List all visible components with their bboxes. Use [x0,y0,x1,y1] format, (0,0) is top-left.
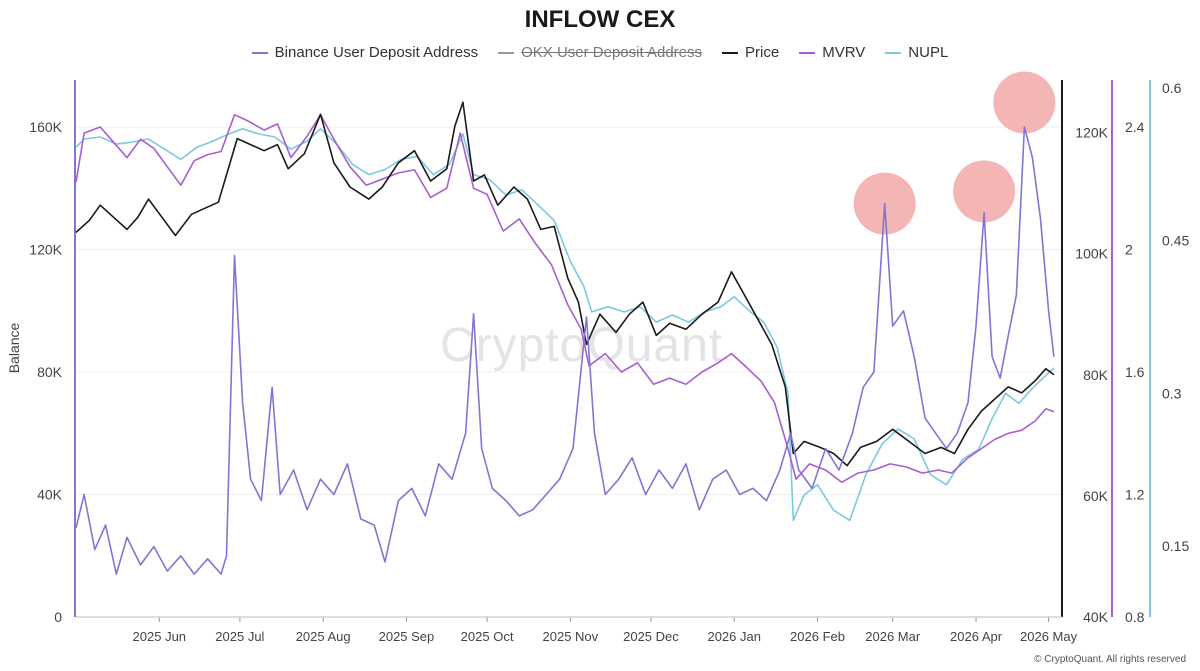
legend-swatch [722,51,739,54]
legend-item[interactable]: NUPL [885,44,948,61]
balance-tick-label: 160K [29,119,62,135]
legend-swatch [799,51,816,54]
highlight-circle [993,71,1056,134]
x-tick-label: 2025 Aug [296,629,351,644]
price-tick-label: 40K [1083,609,1109,625]
balance-tick-label: 120K [29,242,62,258]
y-axis-label: Balance [6,322,22,373]
mvrv-tick-label: 2.4 [1125,119,1145,135]
price-tick-label: 100K [1075,246,1108,262]
mvrv-tick-label: 0.8 [1125,609,1145,625]
legend-item[interactable]: Price [722,44,779,61]
price-tick-label: 120K [1075,125,1108,141]
legend-swatch [498,51,515,54]
legend-swatch [885,51,902,54]
x-tick-label: 2025 Sep [379,629,435,644]
legend-label: Price [745,44,780,61]
legend-label: NUPL [908,44,949,61]
price-tick-label: 60K [1083,488,1109,504]
series-line-mvrv [75,114,1055,484]
x-tick-label: 2025 Jul [215,629,264,644]
series-line-binance-user-deposit-address [75,126,1055,575]
legend-label: Binance User Deposit Address [274,44,479,61]
chart-title: INFLOW CEX [524,6,676,33]
nupl-tick-label: 0.45 [1162,233,1189,249]
nupl-tick-label: 0.15 [1162,538,1189,554]
legend-item[interactable]: OKX User Deposit Address [498,44,702,61]
highlight-circle [953,160,1016,223]
balance-tick-label: 0 [54,609,62,625]
legend-swatch [251,51,268,54]
x-tick-label: 2025 Dec [623,629,679,644]
series-line-price [75,101,1055,467]
x-tick-label: 2025 Nov [543,629,599,644]
mvrv-tick-label: 1.6 [1125,364,1145,380]
x-tick-label: 2025 Jun [133,629,187,644]
legend-item[interactable]: MVRV [799,44,865,61]
balance-tick-label: 80K [37,364,63,380]
legend: Binance User Deposit Address OKX User Dep… [0,44,1200,61]
nupl-tick-label: 0.3 [1162,385,1182,401]
mvrv-tick-label: 1.2 [1125,487,1145,503]
series-line-nupl [75,128,1055,522]
legend-label: MVRV [822,44,866,61]
legend-item[interactable]: Binance User Deposit Address [251,44,479,61]
x-tick-label: 2026 Feb [790,629,845,644]
nupl-tick-label: 0.6 [1162,80,1182,96]
x-tick-label: 2025 Oct [461,629,514,644]
x-tick-label: 2026 Jan [707,629,761,644]
x-tick-label: 2026 Mar [865,629,921,644]
x-tick-label: 2026 Apr [950,629,1003,644]
copyright-notice: © CryptoQuant. All rights reserved [1034,654,1186,665]
x-tick-label: 2026 May [1020,629,1078,644]
balance-tick-label: 40K [37,487,63,503]
legend-label: OKX User Deposit Address [521,44,703,61]
mvrv-tick-label: 2 [1125,242,1133,258]
price-tick-label: 80K [1083,367,1109,383]
